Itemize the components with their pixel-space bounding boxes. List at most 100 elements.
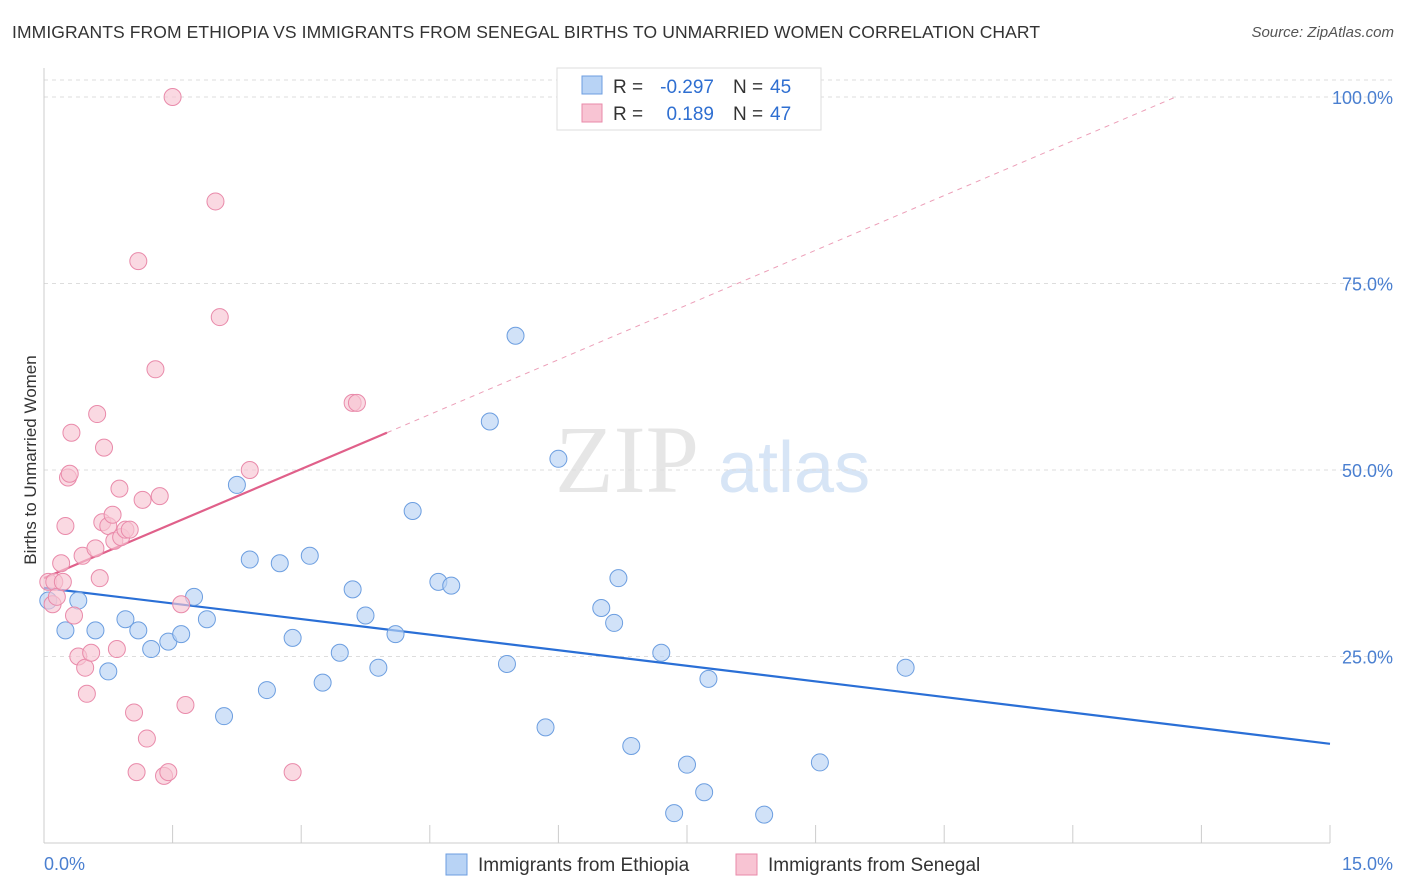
point-ethiopia [480, 412, 499, 431]
point-ethiopia [592, 599, 611, 618]
point-ethiopia [497, 654, 516, 673]
point-ethiopia [257, 681, 276, 700]
point-ethiopia [99, 662, 118, 681]
point-senegal [52, 554, 71, 573]
x-tick-min: 0.0% [44, 854, 85, 874]
point-senegal [146, 360, 165, 379]
point-ethiopia [678, 755, 696, 774]
point-senegal [240, 461, 259, 479]
point-senegal [90, 569, 109, 588]
point-ethiopia [56, 621, 75, 640]
point-ethiopia [86, 621, 105, 640]
point-ethiopia [386, 625, 405, 644]
point-senegal [65, 606, 84, 625]
point-ethiopia [227, 475, 246, 494]
bottom-legend-swatch-ethiopia [445, 853, 468, 876]
legend-r-label-1: R = [613, 77, 643, 98]
point-senegal [163, 88, 182, 106]
point-senegal [129, 252, 148, 271]
x-tick-max: 15.0% [1342, 854, 1393, 874]
point-senegal [206, 192, 225, 211]
point-ethiopia [665, 804, 684, 823]
point-ethiopia [536, 718, 555, 737]
bottom-legend-ethiopia: Immigrants from Ethiopia [478, 855, 690, 876]
point-ethiopia [810, 753, 829, 772]
point-ethiopia [896, 658, 915, 677]
point-senegal [95, 438, 114, 457]
point-ethiopia [549, 449, 568, 468]
trend-line-extension-senegal [386, 96, 1176, 434]
point-senegal [133, 490, 152, 509]
watermark-zip: ZIP [555, 406, 699, 513]
point-ethiopia [116, 610, 135, 629]
point-ethiopia [300, 546, 319, 565]
data-points [39, 88, 915, 824]
point-ethiopia [215, 707, 234, 726]
point-ethiopia [652, 643, 671, 662]
legend-r-value-1: -0.297 [660, 77, 714, 98]
point-senegal [60, 464, 79, 483]
point-senegal [159, 763, 178, 782]
point-ethiopia [609, 569, 628, 588]
legend-n-value-1: 45 [770, 77, 791, 98]
point-senegal [88, 405, 107, 424]
source-label: Source: ZipAtlas.com [1251, 24, 1394, 41]
point-ethiopia [313, 673, 332, 692]
point-ethiopia [197, 610, 216, 629]
trend-line-ethiopia [43, 586, 1331, 745]
point-ethiopia [270, 554, 289, 573]
y-tick-label-75: 75.0% [1342, 275, 1393, 295]
point-ethiopia [240, 550, 259, 569]
point-senegal [125, 703, 144, 722]
point-senegal [172, 595, 191, 614]
point-ethiopia [283, 628, 302, 647]
point-senegal [77, 684, 96, 703]
point-senegal [137, 729, 156, 748]
point-ethiopia [142, 640, 161, 659]
bottom-legend-senegal: Immigrants from Senegal [768, 855, 980, 876]
legend-n-label-1: N = [733, 77, 763, 98]
point-senegal [62, 423, 81, 442]
point-senegal [176, 695, 195, 714]
point-ethiopia [330, 643, 349, 662]
legend-swatch-ethiopia [581, 75, 603, 95]
point-senegal [107, 640, 126, 659]
point-senegal [110, 479, 129, 498]
point-ethiopia [172, 625, 191, 644]
legend-n-label-2: N = [733, 104, 763, 125]
y-tick-label-100: 100.0% [1332, 88, 1393, 108]
axes [43, 68, 1331, 844]
y-tick-label-25: 25.0% [1342, 648, 1393, 668]
point-ethiopia [506, 326, 525, 345]
point-senegal [347, 393, 366, 412]
point-ethiopia [442, 576, 461, 595]
point-senegal [103, 505, 122, 524]
point-ethiopia [69, 591, 88, 610]
point-senegal [283, 763, 302, 782]
point-senegal [150, 487, 169, 506]
point-senegal [56, 516, 75, 535]
series-legend: Immigrants from Ethiopia Immigrants from… [445, 853, 980, 876]
point-senegal [82, 643, 101, 662]
watermark-atlas: atlas [718, 428, 870, 508]
legend-r-label-2: R = [613, 104, 643, 125]
point-senegal [210, 308, 229, 327]
y-tick-labels: 25.0% 50.0% 75.0% 100.0% [1332, 88, 1393, 668]
point-ethiopia [403, 502, 422, 521]
point-senegal [53, 572, 72, 591]
point-ethiopia [605, 613, 624, 632]
y-axis-label: Births to Unmarried Women [21, 355, 40, 564]
legend-r-value-2: 0.189 [666, 104, 714, 125]
point-ethiopia [356, 606, 375, 625]
point-senegal [127, 763, 146, 782]
gridlines [44, 79, 1392, 657]
point-ethiopia [695, 783, 714, 802]
legend-swatch-senegal [581, 103, 603, 123]
point-ethiopia [369, 658, 388, 677]
bottom-legend-swatch-senegal [735, 853, 758, 876]
point-ethiopia [699, 669, 718, 688]
point-senegal [120, 520, 139, 539]
legend-n-value-2: 47 [770, 104, 791, 125]
chart-title: IMMIGRANTS FROM ETHIOPIA VS IMMIGRANTS F… [12, 22, 1041, 42]
point-ethiopia [755, 805, 774, 824]
